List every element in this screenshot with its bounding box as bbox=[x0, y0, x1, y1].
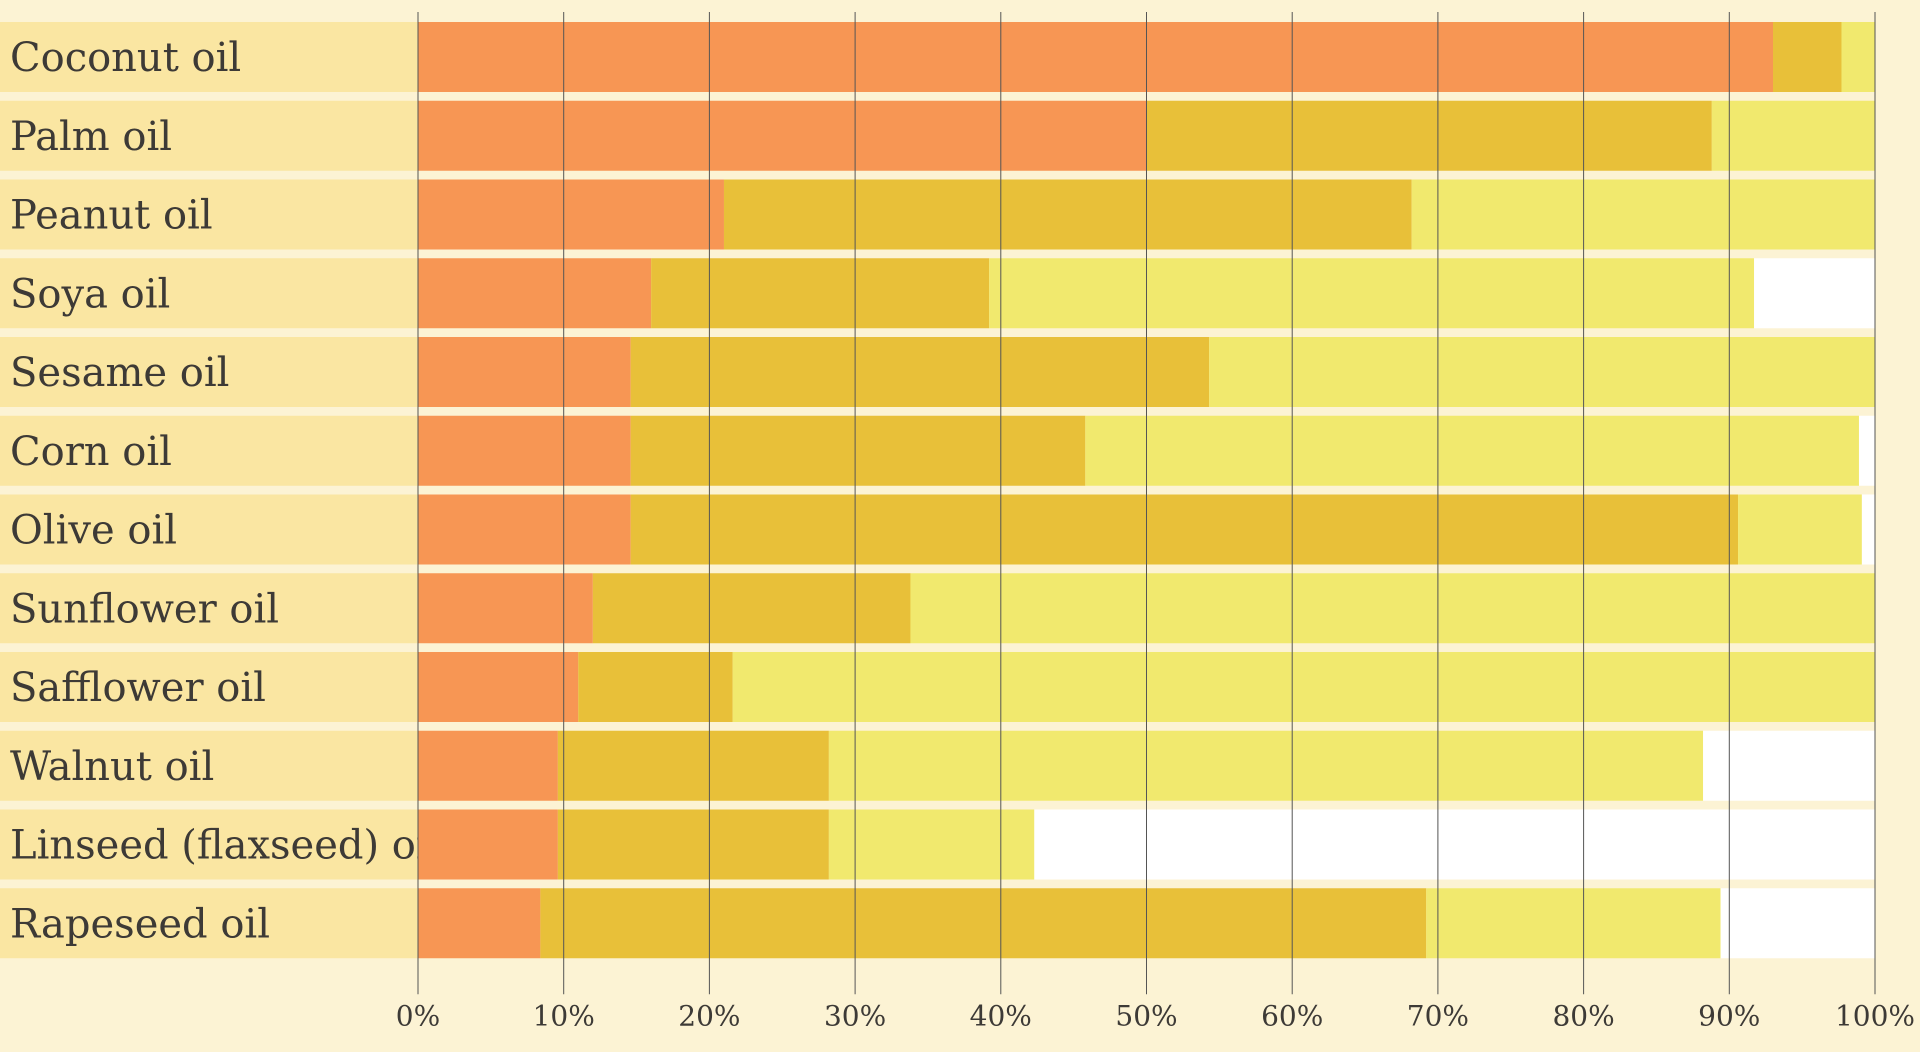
category-label-band bbox=[0, 888, 418, 959]
bar-segment-linseed-flaxseed-oil-s1 bbox=[418, 809, 558, 880]
x-tick-label: 80% bbox=[1552, 999, 1614, 1032]
bar-segment-sesame-oil-s2 bbox=[630, 337, 1210, 407]
bar-segment-corn-oil-s4 bbox=[1858, 415, 1875, 486]
category-label-band bbox=[0, 179, 418, 250]
bar-segment-peanut-oil-s2 bbox=[723, 179, 1412, 250]
x-tick-label: 10% bbox=[533, 999, 595, 1032]
bar-segment-walnut-oil-s2 bbox=[557, 730, 829, 801]
bar-segment-walnut-oil-s1 bbox=[418, 730, 558, 801]
x-tick-label: 100% bbox=[1835, 999, 1915, 1032]
bar-segment-soya-oil-s1 bbox=[418, 258, 652, 329]
bar-segment-sunflower-oil-s1 bbox=[418, 573, 593, 644]
x-tick-label: 90% bbox=[1698, 999, 1760, 1032]
category-label-band bbox=[0, 652, 418, 722]
bar-segment-soya-oil-s2 bbox=[651, 258, 990, 329]
bar-segment-coconut-oil-s1 bbox=[418, 22, 1774, 92]
bar-segment-linseed-flaxseed-oil-s3 bbox=[828, 809, 1035, 880]
x-axis-ticks: 0% 10% 20% 30% 40% 50% 60% 70% 80% 90% 100% bbox=[396, 999, 1915, 1032]
category-label-coconut-oil: Coconut oil bbox=[10, 35, 241, 81]
gridlines bbox=[417, 12, 1876, 995]
category-label-sunflower-oil: Sunflower oil bbox=[10, 586, 279, 632]
bar-segment-linseed-flaxseed-oil-s2 bbox=[557, 809, 829, 880]
bar-segment-peanut-oil-s3 bbox=[1411, 179, 1875, 250]
x-tick-label: 50% bbox=[1115, 999, 1177, 1032]
category-label-corn-oil: Corn oil bbox=[10, 429, 172, 475]
category-label-rapeseed-oil: Rapeseed oil bbox=[10, 901, 270, 947]
bar-segment-coconut-oil-s3 bbox=[1841, 22, 1875, 92]
bar-segment-safflower-oil-s2 bbox=[578, 652, 733, 722]
category-label-band bbox=[0, 494, 418, 565]
category-label-band bbox=[0, 337, 418, 407]
bar-segment-safflower-oil-s3 bbox=[732, 652, 1876, 722]
bar-segment-coconut-oil-s2 bbox=[1773, 22, 1842, 92]
bar-segment-sesame-oil-s1 bbox=[418, 337, 631, 407]
bar-segment-soya-oil-s3 bbox=[989, 258, 1755, 329]
x-tick-label: 30% bbox=[824, 999, 886, 1032]
x-tick-label: 20% bbox=[678, 999, 740, 1032]
bar-segment-olive-oil-s2 bbox=[630, 494, 1739, 565]
bar-segment-corn-oil-s1 bbox=[418, 415, 631, 486]
bar-segment-linseed-flaxseed-oil-s4 bbox=[1034, 809, 1875, 880]
bar-segment-sunflower-oil-s3 bbox=[910, 573, 1875, 644]
bar-segment-soya-oil-s4 bbox=[1754, 258, 1875, 329]
category-label-band bbox=[0, 22, 418, 92]
bar-segment-walnut-oil-s3 bbox=[828, 730, 1704, 801]
category-label-linseed-flaxseed-oil: Linseed (flaxseed) oil bbox=[10, 823, 441, 869]
category-label-band bbox=[0, 258, 418, 329]
x-tick-label: 40% bbox=[970, 999, 1032, 1032]
bar-segment-palm-oil-s1 bbox=[418, 100, 1147, 171]
category-label-sesame-oil: Sesame oil bbox=[10, 350, 229, 396]
category-label-band bbox=[0, 415, 418, 486]
category-label-olive-oil: Olive oil bbox=[10, 508, 177, 554]
bar-segment-corn-oil-s3 bbox=[1085, 415, 1859, 486]
category-label-band bbox=[0, 730, 418, 801]
category-label-walnut-oil: Walnut oil bbox=[10, 744, 214, 790]
bar-segment-walnut-oil-s4 bbox=[1703, 730, 1875, 801]
bar-segment-rapeseed-oil-s3 bbox=[1426, 888, 1721, 959]
bar-segment-rapeseed-oil-s4 bbox=[1720, 888, 1875, 959]
bar-segment-olive-oil-s3 bbox=[1738, 494, 1862, 565]
bar-segment-sesame-oil-s3 bbox=[1209, 337, 1875, 407]
bar-segment-rapeseed-oil-s2 bbox=[540, 888, 1427, 959]
bar-segment-palm-oil-s3 bbox=[1711, 100, 1875, 171]
bar-segment-rapeseed-oil-s1 bbox=[418, 888, 541, 959]
category-label-soya-oil: Soya oil bbox=[10, 271, 170, 317]
bar-segment-palm-oil-s2 bbox=[1146, 100, 1712, 171]
bar-segment-corn-oil-s2 bbox=[630, 415, 1086, 486]
category-label-band bbox=[0, 809, 418, 880]
x-tick-label: 70% bbox=[1407, 999, 1469, 1032]
bar-segment-safflower-oil-s1 bbox=[418, 652, 579, 722]
bar-segment-sunflower-oil-s2 bbox=[592, 573, 911, 644]
category-label-safflower-oil: Safflower oil bbox=[10, 665, 266, 711]
x-tick-label: 60% bbox=[1261, 999, 1323, 1032]
category-label-peanut-oil: Peanut oil bbox=[10, 193, 213, 239]
category-label-band bbox=[0, 573, 418, 644]
x-tick-label: 0% bbox=[396, 999, 440, 1032]
category-label-band bbox=[0, 100, 418, 171]
category-label-palm-oil: Palm oil bbox=[10, 114, 172, 160]
bar-segment-olive-oil-s1 bbox=[418, 494, 631, 565]
bar-segment-olive-oil-s4 bbox=[1861, 494, 1875, 565]
bar-segment-peanut-oil-s1 bbox=[418, 179, 724, 250]
